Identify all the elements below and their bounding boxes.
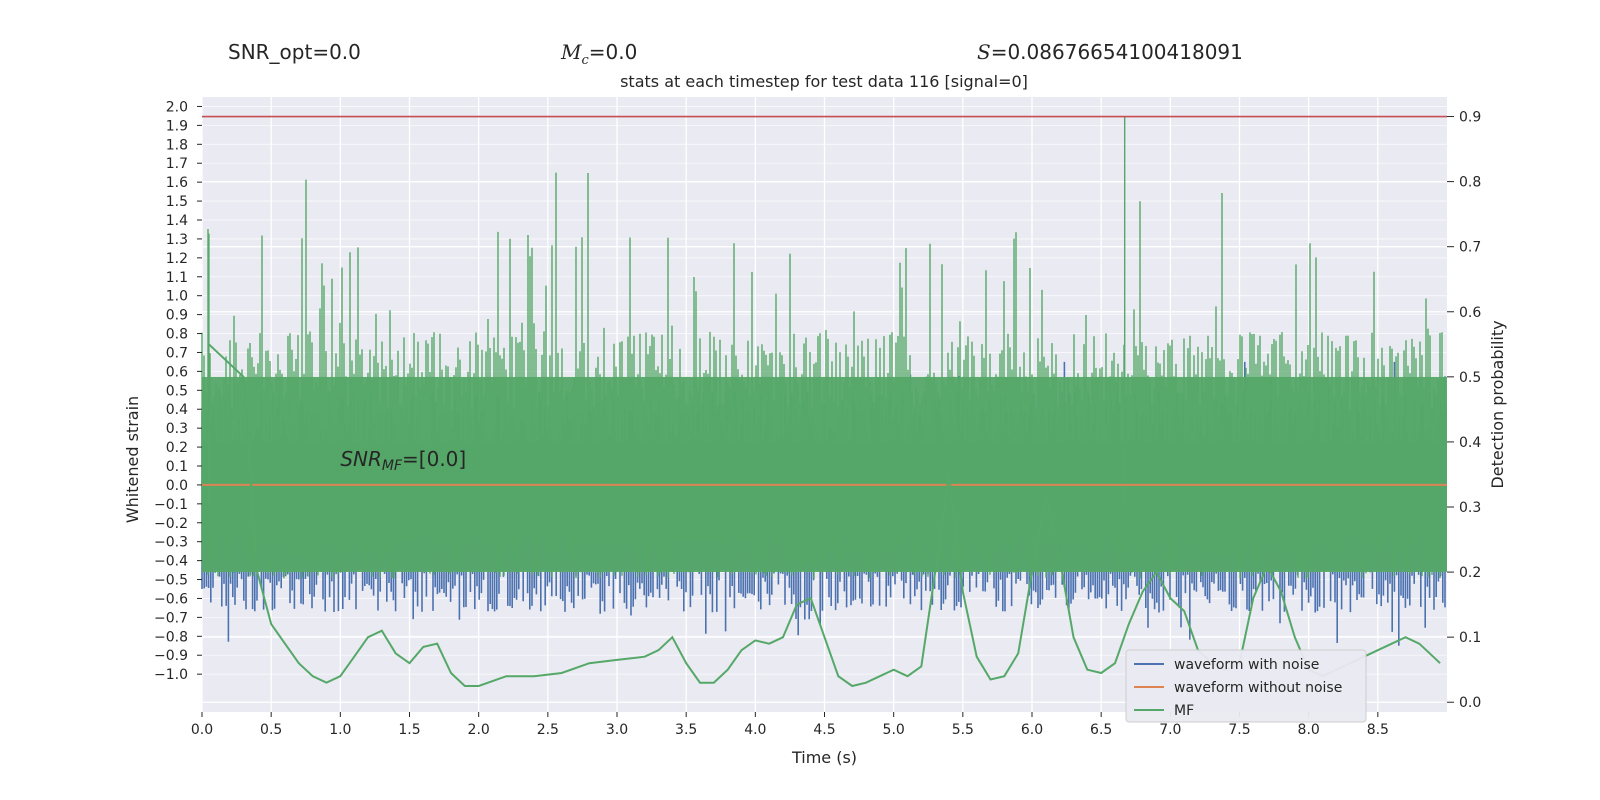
left-axis-label: Whitened strain [123,396,142,523]
x-tick-label: 4.5 [813,722,835,738]
legend-label: MF [1174,703,1194,719]
right-tick-label: 0.1 [1459,630,1481,646]
left-tick-label: 1.1 [166,270,188,286]
left-tick-label: −0.9 [154,648,188,664]
right-tick-label: 0.9 [1459,110,1481,126]
annotation-symbol: SNR [340,447,382,471]
chart-title: stats at each timestep for test data 116… [620,72,1028,91]
x-tick-label: 5.0 [883,722,905,738]
left-tick-label: 1.5 [166,194,188,210]
left-tick-label: −0.3 [154,535,188,551]
right-tick-label: 0.3 [1459,500,1481,516]
series-mf [208,343,1441,688]
x-tick-label: 0.5 [260,722,282,738]
x-tick-label: 5.5 [952,722,974,738]
left-tick-label: 0.4 [166,402,188,418]
right-tick-label: 0.7 [1459,240,1481,256]
snr-opt-label: SNR_opt=0.0 [228,40,361,64]
x-tick-label: 3.0 [606,722,628,738]
mf-spikes [201,116,1447,579]
s-statistic-label: S=0.08676654100418091 [977,40,1243,64]
left-tick-label: 1.2 [166,251,188,267]
left-tick-label: −0.5 [154,573,188,589]
left-tick-label: 0.9 [166,308,188,324]
x-tick-label: 7.5 [1228,722,1250,738]
right-tick-label: 0.8 [1459,175,1481,191]
left-tick-label: 2.0 [166,99,188,115]
left-tick-label: 1.3 [166,232,188,248]
right-tick-label: 0.6 [1459,305,1481,321]
legend-label: waveform without noise [1174,680,1342,696]
x-tick-label: 2.0 [468,722,490,738]
left-tick-label: −1.0 [154,667,188,683]
left-tick-label: 1.7 [166,156,188,172]
x-tick-label: 7.0 [1159,722,1181,738]
x-tick-label: 2.5 [537,722,559,738]
left-tick-label: 0.5 [166,383,188,399]
legend: waveform with noise waveform without nois… [1125,649,1367,723]
x-tick-label: 8.0 [1298,722,1320,738]
s-value: =0.08676654100418091 [990,40,1243,64]
left-tick-label: −0.2 [154,516,188,532]
left-tick-label: −0.1 [154,497,188,513]
left-tick-label: 1.9 [166,118,188,134]
mc-subscript: c [581,53,589,68]
x-tick-label: 1.5 [398,722,420,738]
left-tick-label: 0.6 [166,364,188,380]
left-tick-label: 1.6 [166,175,188,191]
right-tick-label: 0.5 [1459,370,1481,386]
chirp-mass-label: Mc=0.0 [561,40,637,68]
left-tick-label: −0.7 [154,610,188,626]
left-axis-ticks: 2.0 1.9 1.8 1.7 1.6 1.5 1.4 1.3 1.2 1.1 1.0 0.9 0.8 0… [154,99,202,683]
left-tick-label: 0.3 [166,421,188,437]
left-tick-label: 1.4 [166,213,188,229]
snr-mf-annotation: SNRMF=[0.0] [340,447,466,474]
left-tick-label: 0.8 [166,327,188,343]
annotation-subscript: MF [382,458,403,474]
x-tick-label: 6.0 [1021,722,1043,738]
legend-box [1125,649,1367,723]
mc-symbol: M [561,40,582,64]
x-tick-label: 8.5 [1367,722,1389,738]
left-tick-label: −0.4 [154,554,188,570]
x-tick-label: 3.5 [675,722,697,738]
x-tick-label: 6.5 [1090,722,1112,738]
right-axis-label: Detection probability [1488,320,1507,488]
left-tick-label: 0.0 [166,478,188,494]
right-tick-label: 0.2 [1459,565,1481,581]
left-tick-label: 0.2 [166,440,188,456]
x-tick-label: 1.0 [329,722,351,738]
right-axis-ticks: 0.9 0.8 0.7 0.6 0.5 0.4 0.3 0.2 0.1 0.0 [1447,110,1481,711]
left-tick-label: 0.1 [166,459,188,475]
right-tick-label: 0.4 [1459,435,1481,451]
left-tick-label: 1.0 [166,289,188,305]
left-tick-label: −0.8 [154,629,188,645]
annotation-value: =[0.0] [402,447,466,471]
s-symbol: S [977,40,991,64]
left-tick-label: 1.8 [166,137,188,153]
mc-value: =0.0 [588,40,638,64]
left-tick-label: 0.7 [166,345,188,361]
legend-label: waveform with noise [1174,657,1319,673]
right-tick-label: 0.0 [1459,695,1481,711]
mf-spike-trace [201,116,1447,579]
x-axis-ticks: 0.0 0.5 1.0 1.5 2.0 2.5 3.0 3.5 4.0 4.5 5.0 5.5 6.0 6… [191,712,1389,738]
x-axis-label: Time (s) [791,748,857,767]
x-tick-label: 4.0 [744,722,766,738]
x-tick-label: 0.0 [191,722,213,738]
left-tick-label: −0.6 [154,591,188,607]
